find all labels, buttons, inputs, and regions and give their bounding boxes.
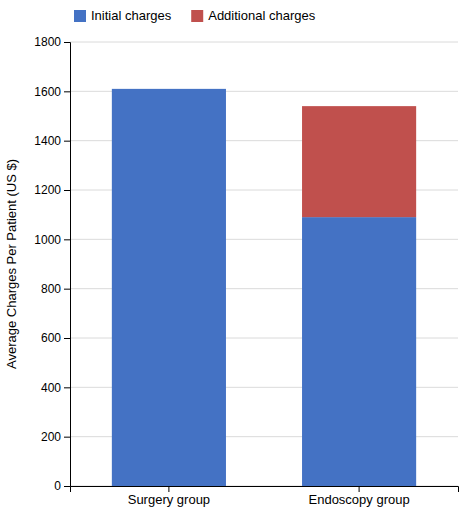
tick-label: 1600	[34, 85, 61, 99]
y-label: Average Charges Per Patient (US $)	[4, 159, 19, 369]
tick-mark	[359, 486, 360, 492]
legend-item: Additional charges	[191, 8, 315, 23]
bars	[112, 89, 416, 486]
tick-label: 1200	[34, 183, 61, 197]
tick: 1800	[34, 35, 70, 49]
tick: 1400	[34, 134, 70, 148]
tick: 800	[41, 282, 70, 296]
tick-mark	[168, 486, 169, 492]
bar	[112, 88, 226, 89]
tick: 600	[41, 331, 70, 345]
tick-label: 200	[41, 430, 61, 444]
axis-line	[71, 487, 459, 493]
tick-mark	[64, 239, 70, 240]
chart: 0 200 400 600 800 1000 1200 1400 1600 1800 Surgery…	[0, 0, 474, 530]
tick-label: 1400	[34, 134, 61, 148]
tick-label: Endoscopy group	[309, 492, 410, 507]
bar	[302, 217, 416, 486]
legend-label: Additional charges	[208, 8, 315, 23]
tick: 1200	[34, 183, 70, 197]
tick-label: Surgery group	[128, 492, 210, 507]
tick-mark	[64, 387, 70, 388]
tick-label: 400	[41, 381, 61, 395]
tick: 1600	[34, 85, 70, 99]
tick-mark	[64, 42, 70, 43]
tick-label: 1000	[34, 233, 61, 247]
legend-item: Initial charges	[74, 8, 172, 23]
tick: 0	[54, 479, 70, 493]
tick-mark	[64, 190, 70, 191]
axis-line	[64, 43, 71, 487]
tick: Endoscopy group	[309, 486, 410, 507]
legend-label: Initial charges	[91, 8, 172, 23]
grid-line	[70, 42, 458, 43]
tick: 1000	[34, 233, 70, 247]
legend: Initial charges Additional charges	[74, 8, 316, 23]
tick: Surgery group	[128, 486, 210, 507]
y-axis: 0 200 400 600 800 1000 1200 1400 1600 1800	[34, 35, 70, 493]
series	[302, 106, 416, 217]
tick-mark	[64, 91, 70, 92]
tick-label: 600	[41, 331, 61, 345]
series	[112, 89, 416, 486]
plot: 0 200 400 600 800 1000 1200 1400 1600 1800 Surgery…	[4, 35, 459, 507]
grid	[70, 42, 458, 486]
tick-label: 800	[41, 282, 61, 296]
tick-label: 0	[54, 479, 61, 493]
x-axis: Surgery group Endoscopy group	[71, 486, 459, 507]
tick: 400	[41, 381, 70, 395]
bar	[112, 89, 226, 486]
tick-mark	[64, 338, 70, 339]
bar	[302, 106, 416, 217]
tick-mark	[64, 437, 70, 438]
tick-mark	[64, 289, 70, 290]
tick-mark	[64, 141, 70, 142]
tick-mark	[64, 486, 70, 487]
tick-label: 1800	[34, 35, 61, 49]
tick: 200	[41, 430, 70, 444]
legend-swatch	[191, 10, 203, 22]
legend-swatch	[74, 10, 86, 22]
